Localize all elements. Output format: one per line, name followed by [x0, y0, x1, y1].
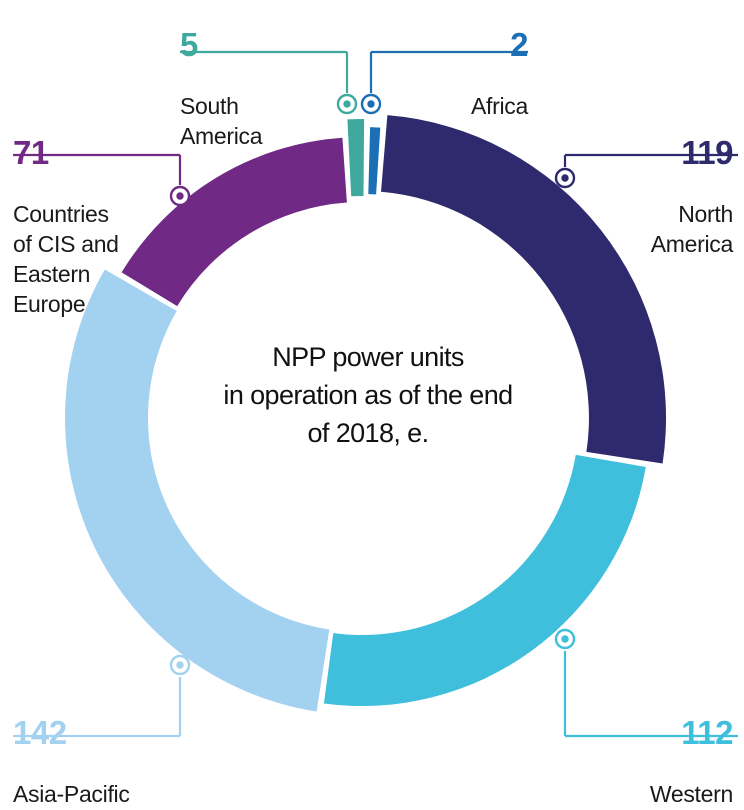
callout-line-cis-eastern-europe — [13, 153, 182, 185]
segment-asia-pacific — [65, 269, 330, 712]
segment-south-america — [347, 118, 365, 197]
segment-western-europe — [323, 454, 646, 707]
value-south-america: 5 — [180, 26, 198, 63]
callout-line-western-europe — [563, 651, 738, 738]
label-western-europe: Western Europe — [649, 781, 733, 807]
value-north-america: 119 — [681, 134, 733, 171]
callout-line-africa — [369, 50, 528, 93]
callout-north-america: 119 North America — [650, 116, 734, 277]
value-western-europe: 112 — [681, 714, 733, 751]
callout-line-south-america — [180, 50, 349, 93]
marker-dot-asia-pacific — [176, 661, 184, 669]
segment-north-america — [381, 115, 667, 464]
value-cis-eastern-europe: 71 — [13, 134, 49, 171]
callout-line-north-america — [563, 153, 738, 167]
callout-line-asia-pacific — [13, 677, 182, 738]
callout-south-america: 5 South America — [180, 8, 263, 169]
callout-asia-pacific: 142 Asia-Pacific Region — [13, 696, 130, 810]
segment-cis-eastern-europe — [121, 137, 347, 307]
segment-africa — [368, 127, 381, 195]
marker-dot-north-america — [561, 174, 569, 182]
chart-title: NPP power units in operation as of the e… — [223, 342, 513, 448]
marker-dot-south-america — [343, 100, 351, 108]
value-asia-pacific: 142 — [13, 714, 67, 751]
callout-africa: 2 Africa — [471, 8, 529, 139]
marker-dot-western-europe — [561, 635, 569, 643]
marker-dot-cis-eastern-europe — [176, 192, 184, 200]
marker-dot-africa — [367, 100, 375, 108]
callout-cis-eastern-europe: 71 Countries of CIS and Eastern Europe — [13, 116, 119, 337]
label-south-america: South America — [180, 93, 263, 149]
label-africa: Africa — [471, 93, 528, 119]
label-cis-eastern-europe: Countries of CIS and Eastern Europe — [13, 201, 119, 317]
callout-western-europe: 112 Western Europe — [649, 696, 734, 810]
label-asia-pacific: Asia-Pacific Region — [13, 781, 130, 807]
value-africa: 2 — [510, 26, 528, 63]
label-north-america: North America — [650, 201, 734, 257]
